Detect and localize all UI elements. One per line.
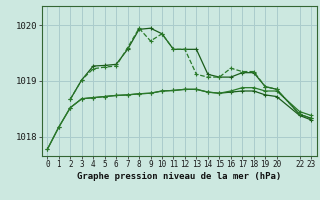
X-axis label: Graphe pression niveau de la mer (hPa): Graphe pression niveau de la mer (hPa) xyxy=(77,172,281,181)
